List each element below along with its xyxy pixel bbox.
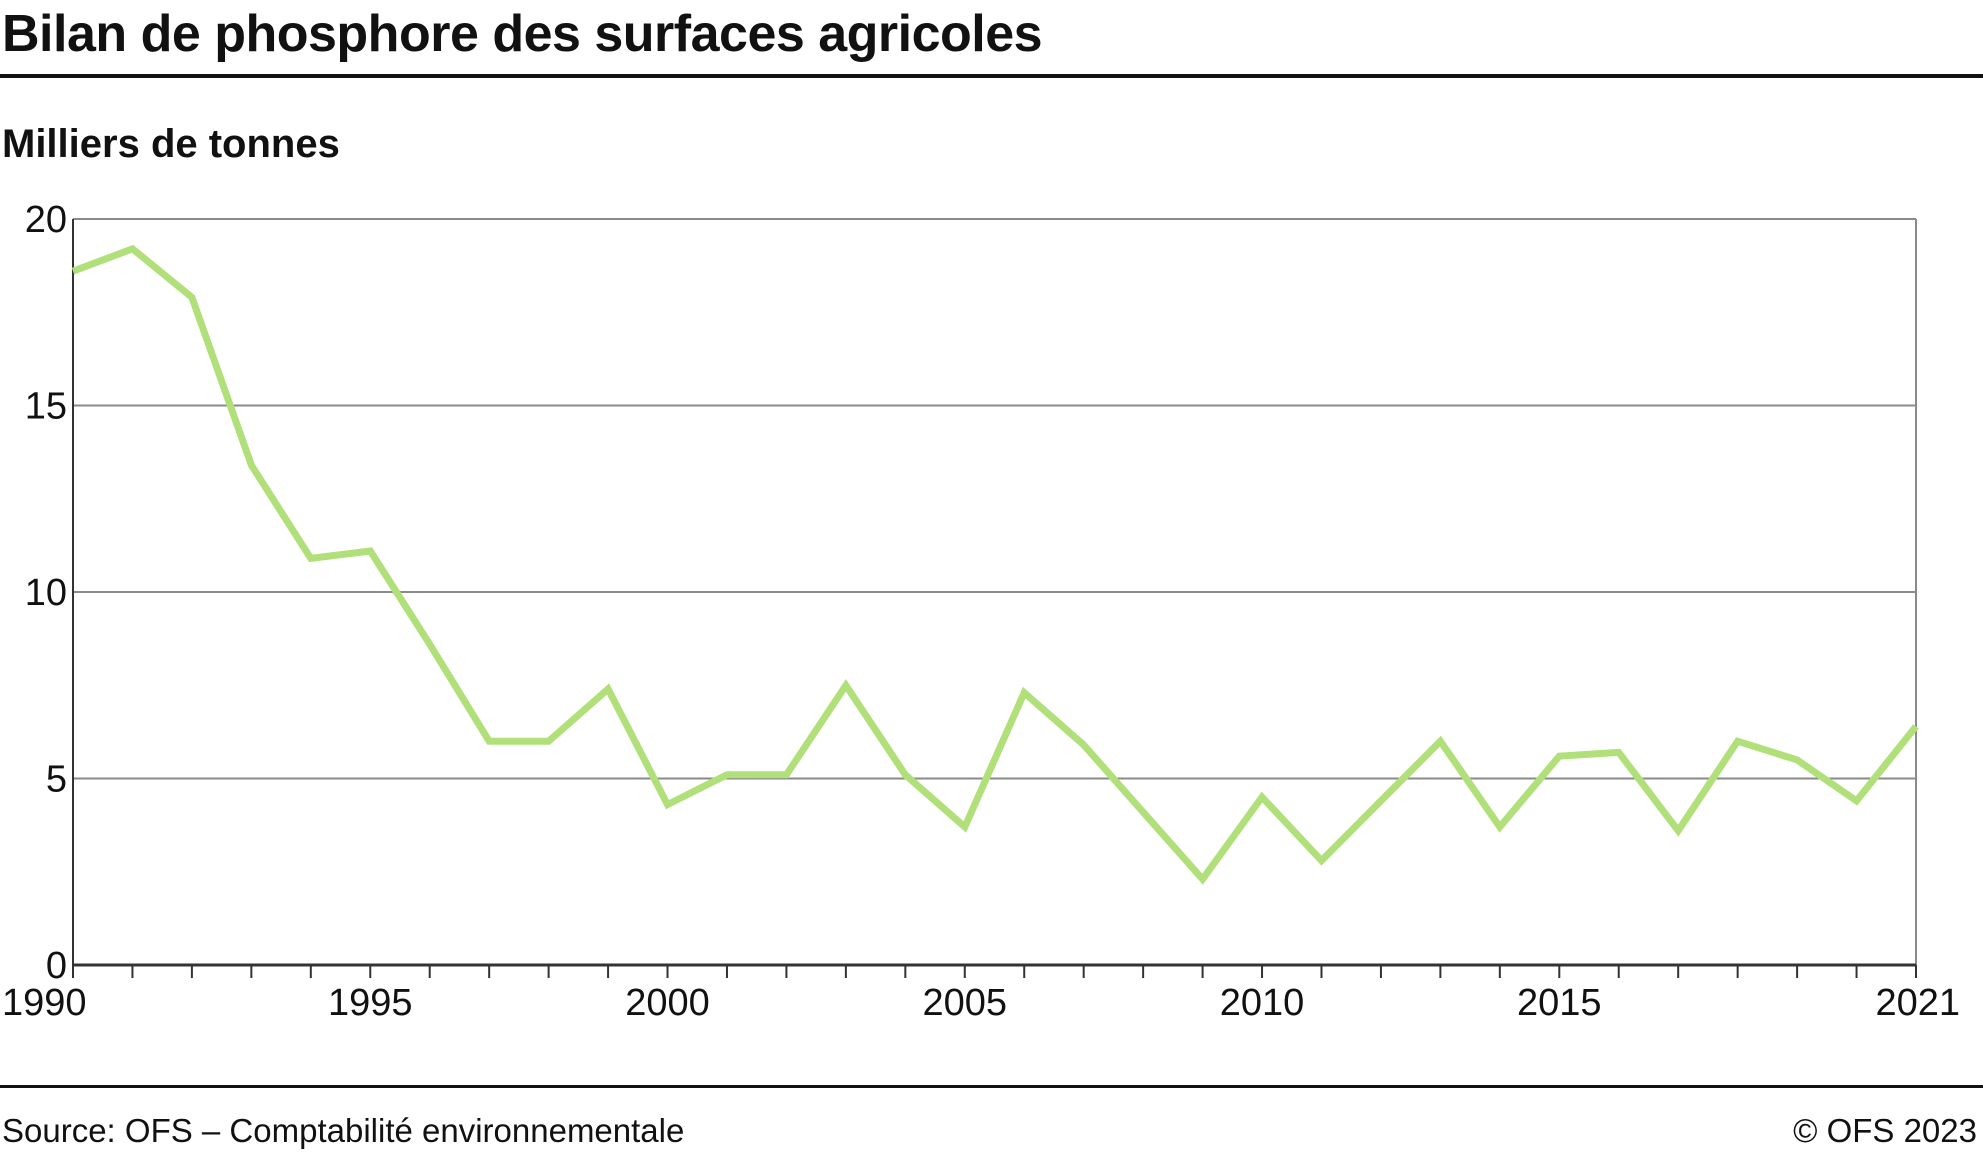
- y-tick-label-0: 0: [46, 945, 67, 987]
- y-tick-label-10: 10: [25, 572, 67, 614]
- y-tick-label-5: 5: [46, 759, 67, 801]
- x-tick-label-1995: 1995: [328, 982, 413, 1024]
- y-tick-label-20: 20: [25, 199, 67, 241]
- chart-title: Bilan de phosphore des surfaces agricole…: [2, 5, 1043, 63]
- x-tick-label-2015: 2015: [1517, 982, 1602, 1024]
- footer-divider: [0, 1085, 1983, 1088]
- x-tick-label-2005: 2005: [923, 982, 1008, 1024]
- source-note: Source: OFS – Comptabilité environnement…: [2, 1112, 685, 1149]
- x-tick-label-2021: 2021: [1875, 982, 1960, 1024]
- title-divider: [0, 74, 1983, 78]
- x-tick-label-2010: 2010: [1220, 982, 1305, 1024]
- y-tick-label-15: 15: [25, 386, 67, 428]
- y-axis-unit-label: Milliers de tonnes: [2, 122, 340, 166]
- copyright-note: © OFS 2023: [1793, 1112, 1977, 1149]
- series-line-0: [71, 244, 1919, 885]
- x-tick-label-1990: 1990: [2, 982, 87, 1024]
- x-tick-label-2000: 2000: [625, 982, 710, 1024]
